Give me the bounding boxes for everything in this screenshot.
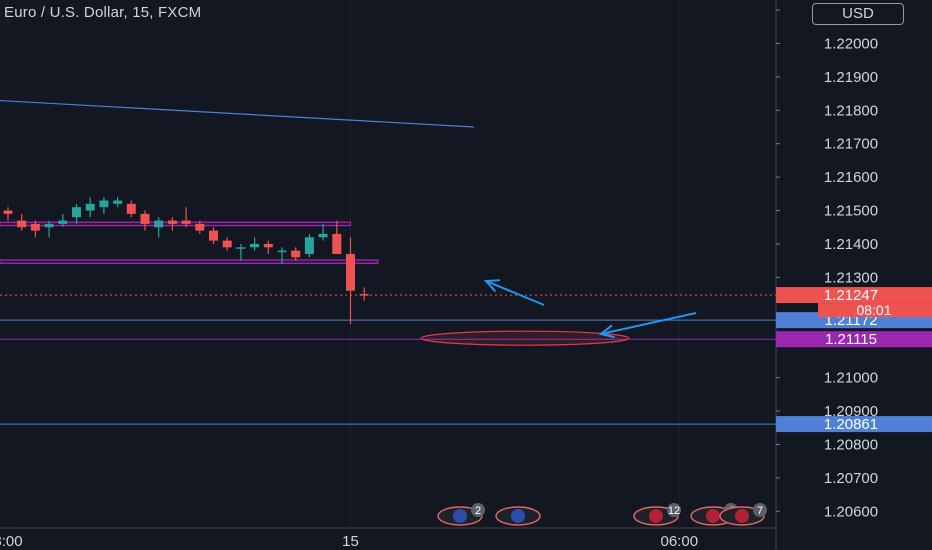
countdown-label: 08:01 [856, 302, 891, 318]
candle-body [250, 243, 260, 248]
time-tick-label: 06:00 [661, 533, 699, 550]
price-tick-label: 1.21600 [824, 169, 878, 186]
price-tick-label: 1.20900 [824, 403, 878, 420]
candle-body [332, 233, 342, 254]
horizontal-line-price-badge [776, 331, 932, 348]
flag-icon [706, 509, 720, 523]
arrow-down-left-head [598, 324, 615, 339]
candle-body [58, 220, 68, 224]
candle-body [277, 250, 287, 253]
candle-body [359, 294, 369, 296]
chart-title: Euro / U.S. Dollar, 15, FXCM [4, 4, 202, 21]
ellipse-annotation [420, 330, 630, 346]
currency-button[interactable]: USD [812, 3, 904, 25]
price-tick-label: 1.21300 [824, 269, 878, 286]
time-tick-label: 8:00 [0, 533, 23, 550]
event-count-badge [471, 503, 485, 517]
current-price-label: 1.21247 [824, 287, 878, 304]
event-marker[interactable]: 2 [437, 503, 485, 526]
candle-body [167, 220, 177, 224]
candle-body [3, 210, 13, 214]
countdown-badge [818, 303, 932, 318]
candle-body [140, 213, 150, 224]
candle-body [17, 220, 27, 228]
horizontal-line-price-label: 1.21115 [825, 331, 877, 348]
event-count-badge [753, 503, 767, 517]
current-price-badge [776, 287, 932, 304]
candle-body [222, 240, 232, 248]
price-tick-label: 1.21800 [824, 102, 878, 119]
event-count-label: 7 [757, 505, 763, 517]
candle-body [209, 230, 218, 241]
price-tick-label: 1.20600 [824, 503, 878, 520]
candle-body [263, 243, 273, 248]
candle-body [236, 247, 246, 249]
event-marker[interactable] [495, 506, 541, 526]
flag-icon [735, 509, 749, 523]
chart-grid [0, 0, 777, 550]
trendline [0, 99, 474, 128]
price-tick-label: 1.21000 [824, 370, 878, 387]
candle-body [346, 253, 355, 291]
event-count-label: 12 [668, 505, 680, 517]
time-tick-label: 15 [342, 533, 359, 550]
candle-body [126, 203, 136, 214]
price-tick-label: 1.21900 [824, 69, 878, 86]
candlestick-series [3, 197, 369, 325]
event-marker[interactable]: 12 [633, 503, 681, 526]
candle-body [72, 207, 81, 218]
candle-body [85, 203, 95, 211]
arrow-up-left-head [483, 279, 501, 293]
price-tick-label: 1.21700 [824, 136, 878, 153]
candle-body [44, 223, 54, 228]
arrow-up-left [485, 280, 545, 306]
price-tick-label: 1.21400 [824, 236, 878, 253]
event-count-badge [667, 503, 681, 517]
price-axis[interactable]: 1.221001.220001.219001.218001.217001.216… [776, 2, 932, 520]
arrow-down-left [600, 312, 697, 335]
time-axis[interactable]: 8:00 15 06:00 [0, 533, 698, 550]
horizontal-line-price-label: 1.20861 [824, 416, 878, 433]
price-tick-label: 1.20700 [824, 470, 878, 487]
horizontal-line-price-badge [776, 416, 932, 433]
event-marker[interactable]: 7 [719, 503, 767, 526]
event-count-label: 2 [475, 505, 481, 517]
candle-body [291, 250, 301, 258]
candle-body [304, 237, 314, 254]
candle-body [318, 233, 328, 238]
flag-icon [453, 509, 467, 523]
flag-icon [511, 509, 525, 523]
candle-body [113, 200, 123, 204]
price-tick-label: 1.20800 [824, 436, 878, 453]
candle-body [154, 220, 164, 228]
price-tick-label: 1.22000 [824, 35, 878, 52]
flag-icon [649, 509, 663, 523]
candle-body [195, 223, 205, 231]
candle-body [99, 200, 109, 208]
purple-channel-rectangle [0, 259, 379, 264]
candle-body [30, 223, 40, 231]
candle-body [181, 220, 191, 224]
economic-events[interactable]: 21247 [437, 503, 767, 526]
price-tick-label: 1.21500 [824, 203, 878, 220]
chart-drawings[interactable] [0, 99, 776, 425]
